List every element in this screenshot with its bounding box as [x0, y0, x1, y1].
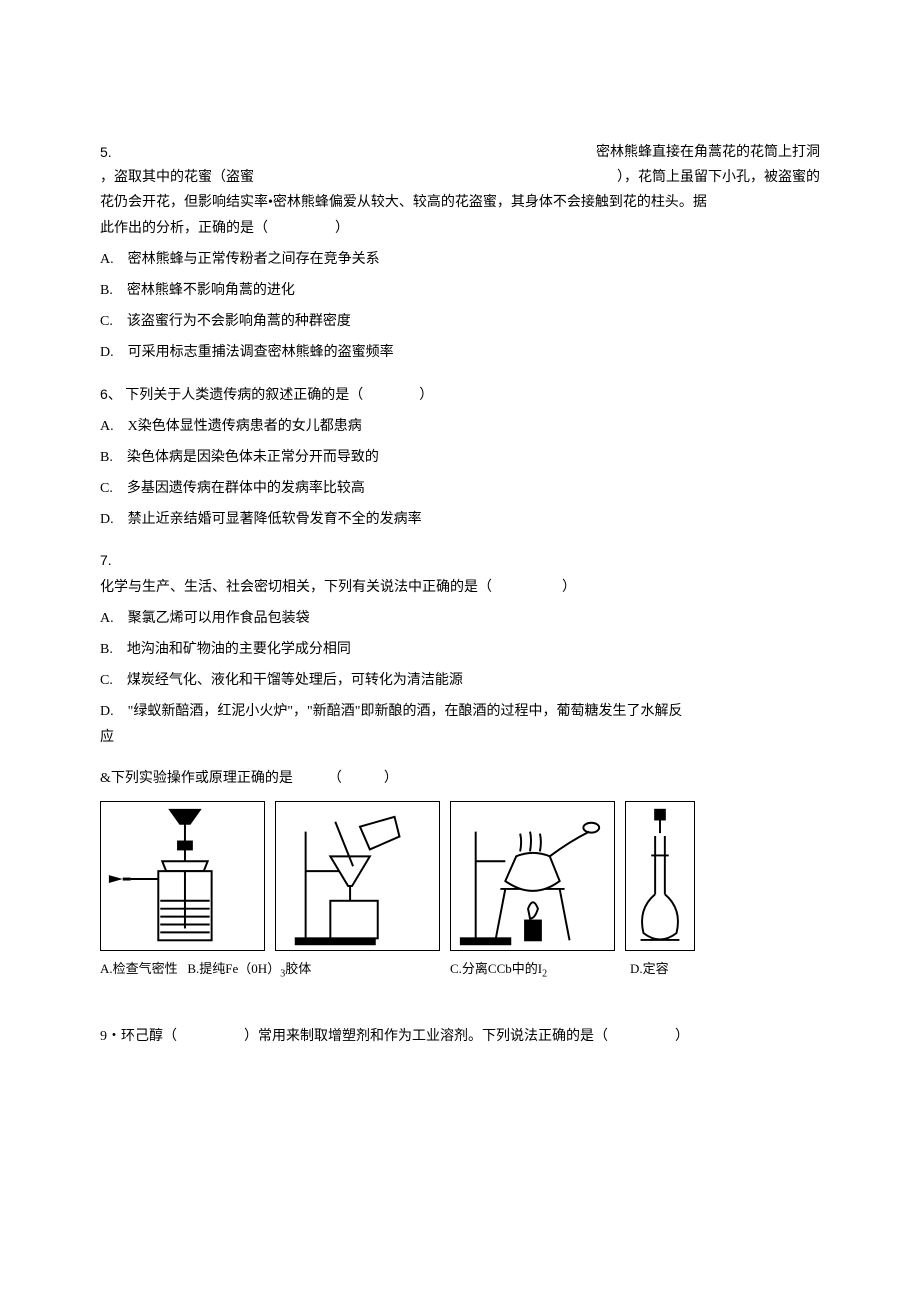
q7-number: 7.	[100, 552, 112, 568]
q5-stem-line4-right: ）	[335, 221, 349, 236]
q5-option-d: D. 可采用标志重捕法调查密林熊蜂的盗蜜频率	[100, 340, 820, 365]
q5-option-b: B. 密林熊蜂不影响角蒿的进化	[100, 278, 820, 303]
volumetric-flask-icon	[626, 802, 694, 948]
q8-cap-b-post: 胶体	[285, 961, 311, 976]
q8-cap-b-pre: B.提纯Fe（0H）	[187, 961, 280, 976]
q5-stem-r1: 密林熊蜂直接在角蒿花的花筒上打洞	[596, 140, 820, 165]
q5-stem-line3: 花仍会开花，但影响结实率•密林熊蜂偏爱从较大、较高的花盗蜜，其身体不会接触到花的…	[100, 190, 820, 215]
question-8: &下列实验操作或原理正确的是 （ ）	[100, 766, 820, 984]
diagram-c	[450, 801, 615, 951]
q6-number: 6、	[100, 386, 122, 402]
diagram-a	[100, 801, 265, 951]
q5-stem-r2: ），花筒上虽留下小孔，被盗蜜的	[617, 165, 820, 190]
q8-stem: &下列实验操作或原理正确的是 （ ）	[100, 766, 820, 791]
q5-number: 5.	[100, 140, 112, 165]
q8-caption-row: A.检查气密性 B.提纯Fe（0H）3胶体 C.分离CCb中的I2 D.定容	[100, 957, 820, 984]
q6-option-d: D. 禁止近亲结婚可显著降低软骨发育不全的发病率	[100, 507, 820, 532]
question-9: 9・环己醇（ ）常用来制取增塑剂和作为工业溶剂。下列说法正确的是（ ）	[100, 1024, 820, 1049]
airtight-diagram-icon	[101, 802, 264, 950]
q9-end: ）	[675, 1029, 689, 1044]
q8-cap-a: A.检查气密性	[100, 961, 178, 976]
q5-stem-l2: ，盗取其中的花蜜（盗蜜	[100, 165, 254, 190]
filtration-diagram-icon	[276, 802, 439, 950]
q7-option-d-line2: 应	[100, 725, 820, 750]
q7-option-c: C. 煤炭经气化、液化和干馏等处理后，可转化为清洁能源	[100, 668, 820, 693]
q6-option-c: C. 多基因遗传病在群体中的发病率比较高	[100, 476, 820, 501]
q6-stem: 下列关于人类遗传病的叙述正确的是（ ）	[125, 388, 433, 403]
question-5: 5. 密林熊蜂直接在角蒿花的花筒上打洞 ，盗取其中的花蜜（盗蜜 ），花筒上虽留下…	[100, 140, 820, 366]
q8-cap-d: D.定容	[630, 961, 669, 976]
q8-cap-c-sub: 2	[542, 969, 547, 980]
q6-option-a: A. X染色体显性遗传病患者的女儿都患病	[100, 414, 820, 439]
diagram-b	[275, 801, 440, 951]
q7-option-b: B. 地沟油和矿物油的主要化学成分相同	[100, 637, 820, 662]
q9-mid: ）常用来制取增塑剂和作为工业溶剂。下列说法正确的是（	[244, 1029, 608, 1044]
q6-option-b: B. 染色体病是因染色体未正常分开而导致的	[100, 445, 820, 470]
diagram-d	[625, 801, 695, 951]
q7-option-d-line1: D. "绿蚁新醅酒，红泥小火炉"，"新醅酒"即新酿的酒，在酿酒的过程中，葡萄糖发…	[100, 699, 820, 724]
q9-pre: 9・环己醇（	[100, 1029, 177, 1044]
q5-option-c: C. 该盗蜜行为不会影响角蒿的种群密度	[100, 309, 820, 334]
q5-option-a: A. 密林熊蜂与正常传粉者之间存在竞争关系	[100, 247, 820, 272]
q8-diagram-row	[100, 801, 820, 951]
q5-stem-line4-left: 此作出的分析，正确的是（	[100, 221, 268, 236]
q8-cap-c-pre: C.分离CCb中的I	[450, 961, 542, 976]
distillation-diagram-icon	[451, 802, 614, 950]
question-7: 7. 化学与生产、生活、社会密切相关，下列有关说法中正确的是（ ） A. 聚氯乙…	[100, 548, 820, 749]
q7-stem: 化学与生产、生活、社会密切相关，下列有关说法中正确的是（ ）	[100, 575, 820, 600]
question-6: 6、 下列关于人类遗传病的叙述正确的是（ ） A. X染色体显性遗传病患者的女儿…	[100, 382, 820, 533]
q7-option-a: A. 聚氯乙烯可以用作食品包装袋	[100, 606, 820, 631]
